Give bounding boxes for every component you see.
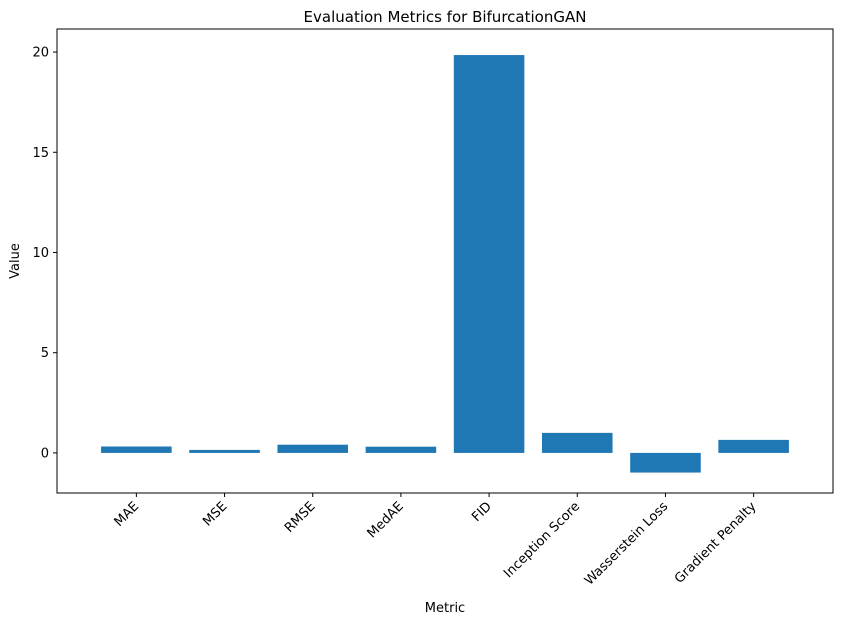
x-tick-label: FID: [469, 499, 495, 525]
bar-mae: [101, 446, 172, 453]
x-axis-label: Metric: [425, 601, 465, 616]
bar-gradient-penalty: [718, 439, 789, 453]
x-tick-label: MedAE: [365, 499, 407, 541]
bar-wasserstein-loss: [630, 452, 701, 473]
y-tick-label: 5: [41, 346, 49, 361]
y-axis-ticks: 0 5 10 15 20: [32, 46, 57, 461]
y-tick-label: 15: [32, 146, 49, 161]
x-tick-label: RMSE: [282, 499, 319, 536]
y-tick-label: 0: [41, 446, 49, 461]
plot-frame: [56, 28, 834, 494]
x-tick-label: MAE: [112, 499, 143, 530]
chart-title: Evaluation Metrics for BifurcationGAN: [304, 8, 587, 26]
x-tick-label: Inception Score: [501, 499, 583, 581]
bars-group: [101, 55, 789, 473]
x-tick-label: Wasserstein Loss: [582, 499, 671, 588]
bar-inception-score: [542, 432, 613, 453]
bar-fid: [453, 55, 525, 453]
x-axis-ticks: MAE MSE RMSE MedAE FID Inception ScoreWassers…: [112, 493, 760, 588]
y-tick-label: 20: [32, 46, 49, 61]
x-tick-label: Gradient Penalty: [672, 499, 760, 587]
bar-rmse: [277, 444, 348, 453]
y-axis-label: Value: [8, 243, 23, 279]
y-tick-label: 10: [32, 246, 49, 261]
x-tick-label: MSE: [200, 499, 230, 529]
bar-mse: [189, 449, 260, 453]
bar-medae: [365, 446, 437, 453]
